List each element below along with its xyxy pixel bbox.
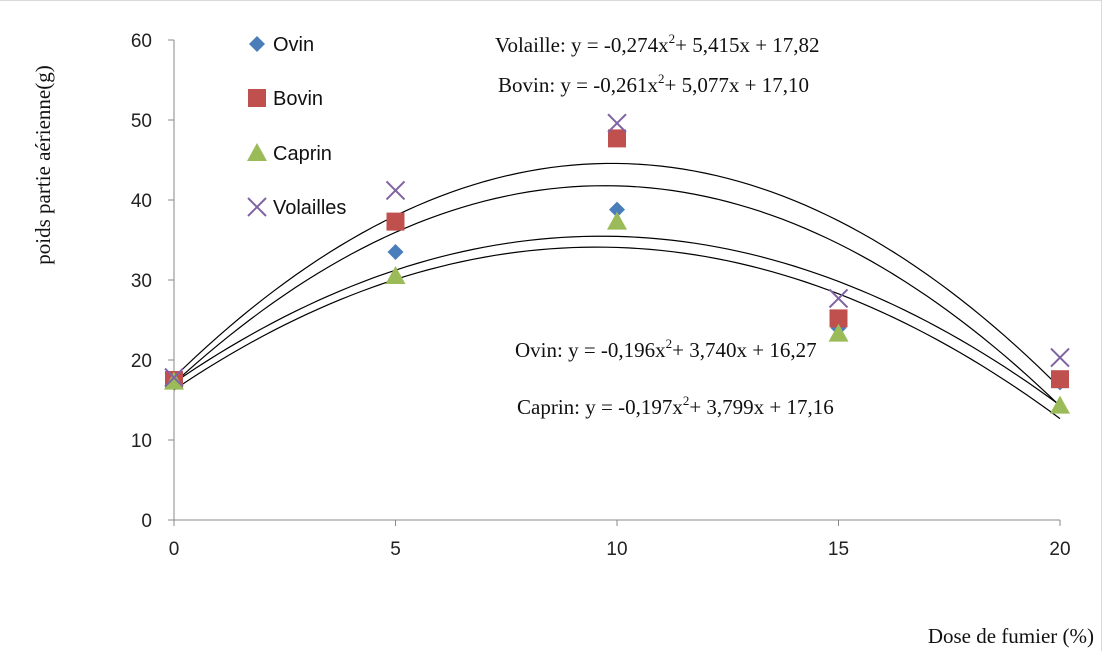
data-points xyxy=(164,113,1070,414)
legend-label-ovin: Ovin xyxy=(273,34,314,56)
data-point-volailles xyxy=(828,288,849,309)
y-tick-label: 30 xyxy=(131,271,152,292)
legend-marker-volailles xyxy=(247,197,267,217)
x-axis-title: Dose de fumier (%) xyxy=(928,624,1094,648)
y-tick-label: 0 xyxy=(141,511,152,532)
y-tick-label: 10 xyxy=(131,431,152,452)
y-tick-label: 20 xyxy=(131,351,152,372)
data-point-bovin xyxy=(829,309,848,328)
x-ticks: 0 5 10 15 20 xyxy=(169,520,1071,560)
data-point-bovin xyxy=(608,129,626,148)
y-tick-label: 60 xyxy=(131,31,152,52)
svg-text:Bovin: y = -0,261x2+ 5,077x +: Bovin: y = -0,261x2+ 5,077x + 17,10 xyxy=(498,71,809,97)
data-point-volailles xyxy=(1050,347,1070,368)
x-tick-label: 10 xyxy=(606,539,627,560)
x-tick-label: 0 xyxy=(169,539,180,560)
y-ticks: 0 10 20 30 40 50 60 xyxy=(131,31,174,532)
equation-volaille: Volaille: y = -0,274x2+ 5,415x + 17,82 xyxy=(495,31,820,57)
legend-marker-caprin xyxy=(247,143,267,161)
data-point-volailles xyxy=(385,180,406,201)
trendlines xyxy=(173,162,1061,420)
legend-label-bovin: Bovin xyxy=(273,88,323,110)
x-tick-label: 15 xyxy=(828,539,849,560)
data-point-caprin xyxy=(828,323,849,342)
equation-volaille-suffix: + 5,415x + 17,82 xyxy=(675,33,819,57)
data-point-caprin xyxy=(164,371,184,390)
legend: Ovin Bovin Caprin Volailles xyxy=(247,34,346,219)
equation-caprin: Caprin: y = -0,197x2+ 3,799x + 17,16 xyxy=(517,393,834,419)
legend-label-volailles: Volailles xyxy=(273,197,346,219)
data-point-caprin xyxy=(385,266,406,284)
svg-text:Volaille: y = -0,274x2+ 5,415x: Volaille: y = -0,274x2+ 5,415x + 17,82 xyxy=(495,31,820,57)
svg-text:Caprin: y = -0,197x2+ 3,799x +: Caprin: y = -0,197x2+ 3,799x + 17,16 xyxy=(517,393,834,419)
equation-bovin: Bovin: y = -0,261x2+ 5,077x + 17,10 xyxy=(498,71,809,97)
legend-marker-bovin xyxy=(248,89,266,107)
equation-ovin: Ovin: y = -0,196x2+ 3,740x + 16,27 xyxy=(515,336,817,362)
x-tick-label: 20 xyxy=(1049,539,1070,560)
data-point-volailles xyxy=(607,113,627,133)
data-point-ovin xyxy=(387,244,404,260)
data-point-ovin xyxy=(609,201,625,218)
equation-caprin-exponent: 2 xyxy=(683,393,690,408)
legend-label-caprin: Caprin xyxy=(273,143,332,165)
legend-marker-ovin xyxy=(249,36,265,52)
y-axis-title: poids partie aérienne(g) xyxy=(31,65,55,264)
data-point-volailles xyxy=(164,367,184,388)
equation-volaille-prefix: Volaille: y = -0,274x xyxy=(495,33,669,57)
equation-bovin-suffix: + 5,077x + 17,10 xyxy=(665,73,809,97)
x-tick-label: 5 xyxy=(390,539,401,560)
y-tick-label: 40 xyxy=(131,191,152,212)
equation-ovin-suffix: + 3,740x + 16,27 xyxy=(672,338,816,362)
equation-bovin-exponent: 2 xyxy=(658,71,665,86)
data-point-caprin xyxy=(1050,395,1070,414)
trendline-ovin xyxy=(173,246,1061,420)
equation-caprin-prefix: Caprin: y = -0,197x xyxy=(517,395,683,419)
data-point-bovin xyxy=(386,212,405,231)
trendline-bovin xyxy=(173,185,1061,407)
y-tick-label: 50 xyxy=(131,111,152,132)
equation-volaille-exponent: 2 xyxy=(669,31,676,46)
equation-ovin-exponent: 2 xyxy=(666,336,673,351)
trendline-volailles xyxy=(173,162,1061,389)
data-point-bovin xyxy=(1051,370,1069,389)
equation-bovin-prefix: Bovin: y = -0,261x xyxy=(498,73,659,97)
equation-ovin-prefix: Ovin: y = -0,196x xyxy=(515,338,666,362)
trendline-caprin xyxy=(173,235,1061,406)
svg-text:Ovin: y = -0,196x2+ 3,740x + 1: Ovin: y = -0,196x2+ 3,740x + 16,27 xyxy=(515,336,817,362)
data-point-caprin xyxy=(607,211,627,230)
equation-caprin-suffix: + 3,799x + 17,16 xyxy=(689,395,833,419)
